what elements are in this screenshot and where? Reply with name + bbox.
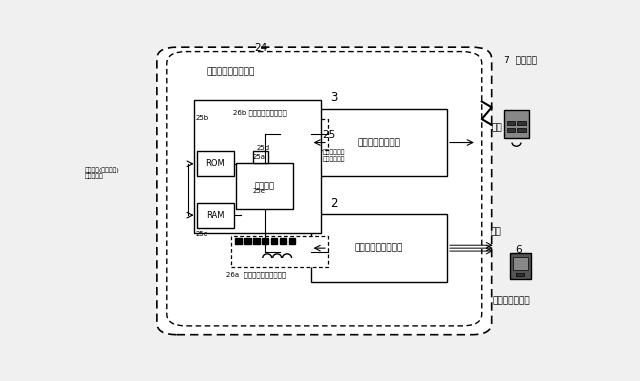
Bar <box>516 273 524 276</box>
Bar <box>253 151 268 163</box>
Bar <box>280 121 286 127</box>
Bar <box>513 257 529 270</box>
Text: 車両情報(走行状態)
停車／走行: 車両情報(走行状態) 停車／走行 <box>85 167 120 179</box>
Bar <box>271 238 277 244</box>
Text: 24: 24 <box>255 43 268 53</box>
Bar <box>244 238 251 244</box>
Text: 2: 2 <box>330 197 338 210</box>
FancyBboxPatch shape <box>167 51 482 326</box>
Bar <box>280 238 286 244</box>
Bar <box>518 128 526 132</box>
Bar <box>253 238 260 244</box>
Bar <box>262 238 269 244</box>
Text: ROM: ROM <box>205 159 225 168</box>
Text: 6: 6 <box>516 245 522 256</box>
Text: マイコン: マイコン <box>255 181 275 190</box>
Bar <box>196 151 234 176</box>
Text: 25e: 25e <box>253 188 266 194</box>
Bar <box>310 215 447 282</box>
Bar <box>507 128 515 132</box>
Bar <box>310 109 447 176</box>
Bar <box>244 121 251 127</box>
Text: ポータブル機器: ポータブル機器 <box>493 296 531 305</box>
Bar <box>504 110 529 138</box>
Bar <box>253 121 260 127</box>
Text: 25d: 25d <box>256 145 269 151</box>
Text: 25a: 25a <box>253 154 266 160</box>
Text: 非接触充電システム: 非接触充電システム <box>207 67 255 77</box>
Bar <box>271 121 277 127</box>
Text: 25: 25 <box>322 130 335 139</box>
Text: 26a  非接触充電用制御信号: 26a 非接触充電用制御信号 <box>227 272 287 278</box>
Text: 充電: 充電 <box>490 227 501 237</box>
Text: 3: 3 <box>330 91 338 104</box>
Text: 切替周期可変
制御ユニット: 切替周期可変 制御ユニット <box>323 150 346 162</box>
Text: 通信: 通信 <box>492 123 502 132</box>
Text: RAM: RAM <box>206 211 225 219</box>
Text: 26b 無線通信用制御信号: 26b 無線通信用制御信号 <box>233 109 287 116</box>
Bar <box>507 120 515 125</box>
Bar <box>231 119 328 150</box>
Text: 無線通信ユニット: 無線通信ユニット <box>357 138 401 147</box>
Bar <box>194 100 321 234</box>
Bar <box>196 203 234 227</box>
Bar <box>236 121 242 127</box>
Bar <box>262 121 269 127</box>
Bar <box>509 253 531 279</box>
Text: 7  電子キー: 7 電子キー <box>504 56 537 65</box>
Bar <box>518 120 526 125</box>
Bar <box>231 236 328 267</box>
Bar <box>289 121 295 127</box>
Text: 25c: 25c <box>195 231 208 237</box>
Bar <box>236 163 293 208</box>
Bar <box>289 238 295 244</box>
Text: 非接触充電ユニット: 非接触充電ユニット <box>355 243 403 253</box>
Text: 25b: 25b <box>195 115 208 120</box>
Bar <box>236 238 242 244</box>
FancyBboxPatch shape <box>157 47 492 335</box>
